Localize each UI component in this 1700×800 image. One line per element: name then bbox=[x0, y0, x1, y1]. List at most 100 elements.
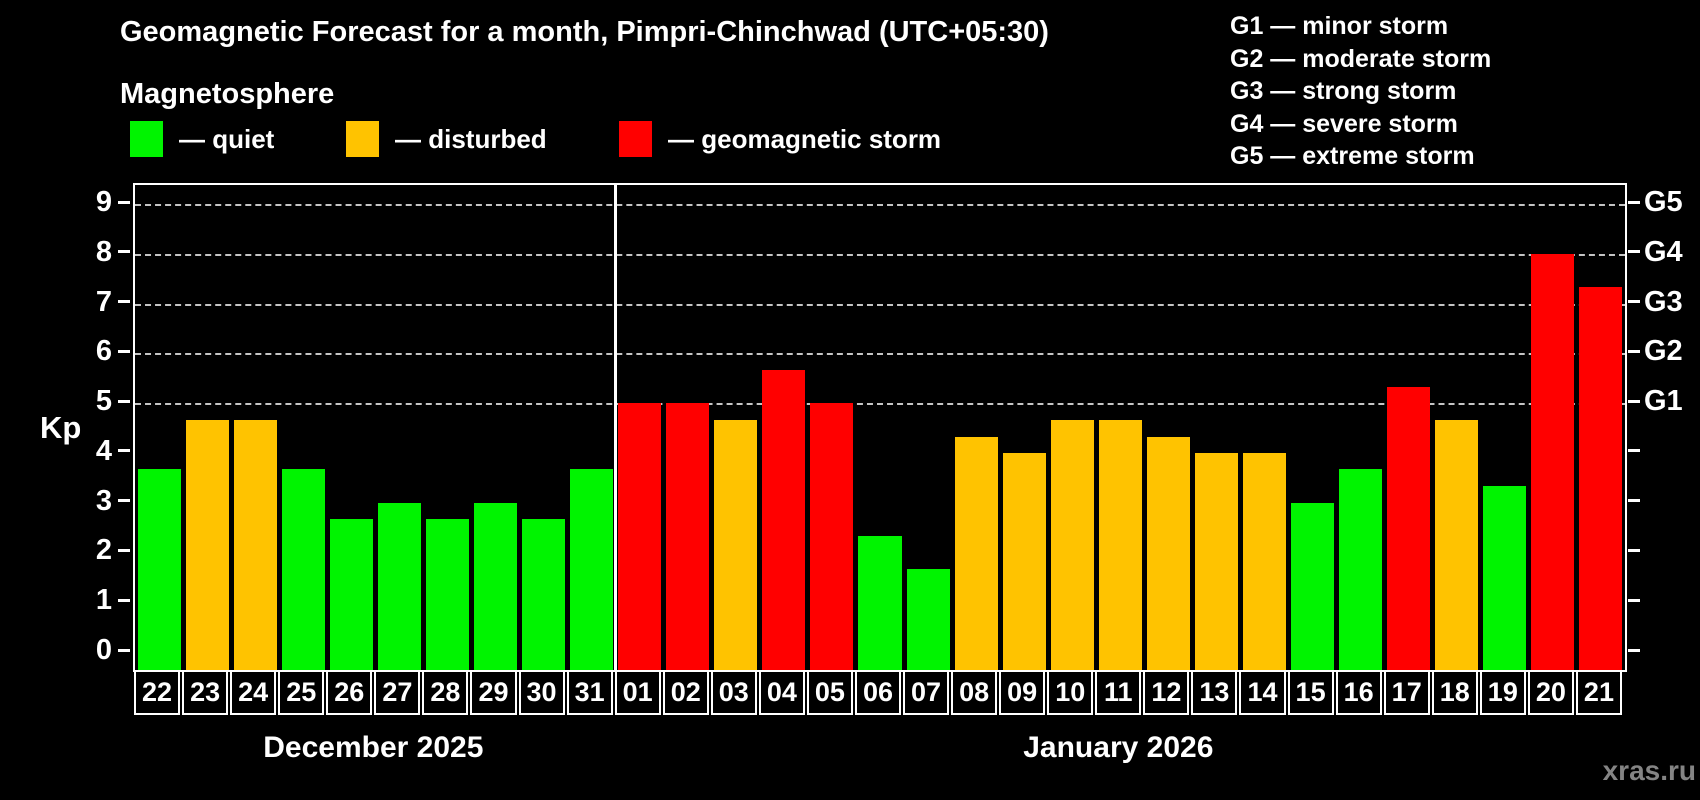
kp-bar-day-18 bbox=[1435, 419, 1479, 670]
kp-bar-day-05 bbox=[810, 403, 854, 670]
legend-label: — quiet bbox=[179, 123, 275, 154]
y-axis-tick-left bbox=[118, 200, 130, 204]
kp-bar-day-25 bbox=[281, 469, 325, 670]
kp-axis-label: Kp bbox=[40, 410, 82, 445]
kp-bar-day-08 bbox=[954, 436, 998, 670]
kp-bar-chart-plot bbox=[133, 183, 1627, 672]
day-label-31: 31 bbox=[566, 670, 613, 715]
day-label-22: 22 bbox=[134, 670, 181, 715]
day-label-10: 10 bbox=[1047, 670, 1094, 715]
y-tick-label: 4 bbox=[95, 434, 112, 467]
kp-bar-day-03 bbox=[714, 419, 758, 670]
y-tick-label: 9 bbox=[95, 186, 112, 219]
y-axis-tick-right bbox=[1628, 349, 1640, 353]
g-scale-label-g2: G2 bbox=[1644, 335, 1683, 368]
y-axis-tick-right bbox=[1628, 250, 1640, 254]
kp-bar-day-31 bbox=[570, 469, 614, 670]
magnetosphere-subtitle: Magnetosphere bbox=[120, 78, 335, 110]
y-axis-tick-left bbox=[118, 349, 130, 353]
y-tick-label: 0 bbox=[95, 634, 112, 666]
day-label-25: 25 bbox=[278, 670, 325, 715]
y-axis-tick-left bbox=[118, 250, 130, 254]
y-axis-tick-left bbox=[118, 449, 130, 453]
g-legend-line: G5 — extreme storm bbox=[1230, 142, 1475, 170]
storm-swatch-icon bbox=[619, 121, 652, 157]
kp-bar-day-14 bbox=[1242, 452, 1287, 670]
day-label-14: 14 bbox=[1239, 670, 1286, 715]
day-label-02: 02 bbox=[662, 670, 709, 715]
legend-item-disturbed: — disturbed bbox=[346, 120, 547, 158]
day-label-11: 11 bbox=[1095, 670, 1142, 715]
day-label-21: 21 bbox=[1575, 670, 1622, 715]
y-tick-label: 7 bbox=[95, 285, 112, 318]
day-label-06: 06 bbox=[854, 670, 902, 715]
y-axis-tick-left bbox=[118, 598, 130, 602]
y-axis-tick-right bbox=[1628, 200, 1640, 204]
day-label-09: 09 bbox=[999, 670, 1046, 715]
day-label-15: 15 bbox=[1287, 670, 1334, 715]
g-scale-label-g1: G1 bbox=[1644, 385, 1683, 418]
gridline-kp5 bbox=[135, 403, 1625, 406]
kp-bar-day-06 bbox=[858, 536, 902, 670]
kp-bar-day-20 bbox=[1531, 253, 1575, 670]
quiet-swatch-icon bbox=[130, 121, 163, 157]
kp-bar-day-09 bbox=[1002, 452, 1046, 670]
day-label-17: 17 bbox=[1383, 670, 1430, 715]
day-label-28: 28 bbox=[422, 670, 469, 715]
kp-bar-day-30 bbox=[522, 519, 566, 670]
gridline-kp8 bbox=[135, 253, 1625, 256]
kp-bar-day-26 bbox=[329, 519, 373, 670]
y-tick-label: 6 bbox=[95, 335, 112, 368]
kp-bar-day-16 bbox=[1339, 469, 1383, 670]
kp-bar-day-04 bbox=[762, 369, 806, 670]
gridline-kp9 bbox=[135, 204, 1625, 207]
kp-bar-day-29 bbox=[473, 502, 517, 670]
kp-bar-day-19 bbox=[1483, 486, 1527, 670]
g-legend-line: G2 — moderate storm bbox=[1230, 44, 1492, 73]
day-label-07: 07 bbox=[903, 670, 950, 715]
disturbed-swatch-icon bbox=[346, 121, 379, 157]
kp-bar-day-22 bbox=[137, 469, 181, 670]
y-tick-label: 2 bbox=[95, 534, 112, 567]
kp-bar-day-11 bbox=[1098, 419, 1142, 670]
legend-label: — disturbed bbox=[395, 123, 547, 154]
g-scale-label-g4: G4 bbox=[1644, 235, 1683, 268]
day-label-18: 18 bbox=[1431, 670, 1478, 715]
y-axis-tick-right bbox=[1628, 548, 1640, 552]
g-scale-legend: G1 — minor storm G2 — moderate storm G3 — … bbox=[1230, 10, 1491, 173]
kp-bar-day-28 bbox=[425, 519, 469, 670]
day-label-29: 29 bbox=[470, 670, 517, 715]
day-label-16: 16 bbox=[1335, 670, 1382, 715]
day-label-04: 04 bbox=[758, 670, 805, 715]
y-axis-tick-left bbox=[118, 499, 130, 503]
legend-item-storm: — geomagnetic storm bbox=[619, 120, 941, 158]
kp-bar-day-17 bbox=[1387, 386, 1431, 670]
g-legend-line: G4 — severe storm bbox=[1230, 109, 1458, 138]
kp-bar-day-15 bbox=[1291, 502, 1335, 670]
month-label: January 2026 bbox=[1023, 731, 1214, 764]
y-tick-label: 8 bbox=[95, 235, 112, 268]
day-label-01: 01 bbox=[614, 670, 661, 715]
y-axis-tick-right bbox=[1628, 399, 1640, 403]
y-axis-tick-left bbox=[118, 548, 130, 552]
kp-level-legend: — quiet — disturbed — geomagnetic storm bbox=[0, 120, 1700, 160]
month-label: December 2025 bbox=[263, 731, 484, 764]
day-label-20: 20 bbox=[1527, 670, 1574, 715]
y-axis-tick-right bbox=[1628, 648, 1640, 652]
kp-bar-day-24 bbox=[233, 419, 277, 670]
day-label-05: 05 bbox=[806, 670, 853, 715]
day-label-26: 26 bbox=[326, 670, 373, 715]
kp-bar-day-13 bbox=[1194, 452, 1238, 670]
g-scale-label-g3: G3 bbox=[1644, 285, 1683, 318]
watermark: xras.ru bbox=[1602, 755, 1696, 786]
y-axis-tick-right bbox=[1628, 300, 1640, 304]
day-label-23: 23 bbox=[182, 670, 229, 715]
page-title: Geomagnetic Forecast for a month, Pimpri… bbox=[120, 16, 1049, 48]
g-legend-line: G3 — strong storm bbox=[1230, 77, 1457, 105]
day-label-13: 13 bbox=[1191, 670, 1238, 715]
y-axis-tick-right bbox=[1628, 499, 1640, 503]
kp-bar-day-12 bbox=[1146, 436, 1190, 670]
day-label-27: 27 bbox=[374, 670, 421, 715]
y-tick-label: 5 bbox=[95, 385, 112, 418]
day-label-24: 24 bbox=[230, 670, 277, 715]
